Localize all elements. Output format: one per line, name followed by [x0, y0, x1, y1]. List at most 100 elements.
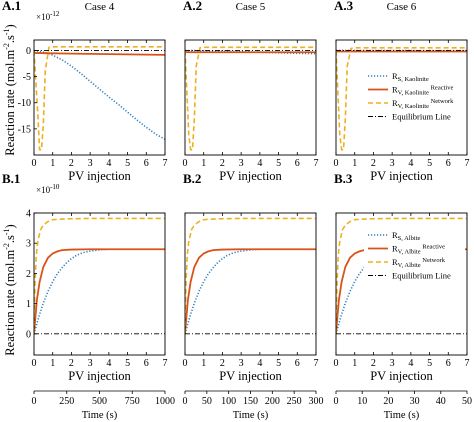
panel-B2: 0 1 2 3 4 5 6 7 PV injection B.2 0 50 100 150 200 250 30… — [183, 171, 324, 421]
x-tick-label: 4 — [408, 158, 413, 169]
legend-label-rs: RS, Albite — [392, 230, 421, 242]
panel-B3: 0 1 2 3 4 5 6 7 PV injection B.3 0 10 20 30 40 50 Time (… — [334, 171, 473, 421]
x-tick-label: 1 — [201, 158, 206, 169]
plot-frame — [335, 212, 468, 356]
time-tick-label: 0 — [334, 396, 339, 407]
panel-label: A.3 — [334, 0, 354, 13]
y-tick-label: 3 — [26, 239, 31, 250]
x-tick-label: 7 — [314, 158, 319, 169]
x-tick-label: 5 — [125, 158, 130, 169]
time-tick-label: 250 — [287, 396, 302, 407]
x-tick-label: 2 — [69, 158, 74, 169]
plot-frame — [184, 39, 317, 156]
panel-title: Case 4 — [85, 1, 115, 13]
x-tick-label: 5 — [427, 158, 432, 169]
plot-frame — [33, 212, 166, 356]
x-tick-label: 0 — [334, 358, 339, 369]
x-tick-label: 4 — [257, 358, 262, 369]
x-tick-label: 6 — [295, 158, 300, 169]
x-tick-label: 0 — [334, 158, 339, 169]
x-tick-label: 7 — [465, 158, 470, 169]
series-rs — [336, 248, 467, 335]
x-tick-label: 1 — [352, 158, 357, 169]
time-tick-label: 250 — [59, 396, 74, 407]
y-tick-label: 2 — [26, 269, 31, 280]
series-rv — [185, 49, 316, 54]
series-rs — [185, 248, 316, 335]
x-tick-label: 5 — [276, 158, 281, 169]
x-tick-label: 1 — [50, 358, 55, 369]
panel-A1: 0 1 2 3 4 5 6 7 0 -5 -10 -15 PV injection A.1 Case 4 ×1… — [2, 0, 168, 183]
series-rvn — [34, 45, 165, 151]
series-rvn — [185, 46, 316, 151]
legend-label-rv: RV, Kaolinite Reactive — [392, 85, 453, 97]
series-group — [34, 217, 165, 335]
x-tick-label: 3 — [239, 358, 244, 369]
x-tick-label: 2 — [371, 358, 376, 369]
series-rvn — [336, 217, 467, 334]
x-tick-label: 0 — [183, 158, 188, 169]
x-tick-label: 3 — [88, 358, 93, 369]
series-rv — [34, 50, 165, 56]
y-tick-label: 1 — [26, 299, 31, 310]
time-tick-label: 0 — [32, 396, 37, 407]
x-tick-label: 1 — [50, 158, 55, 169]
time-tick-label: 20 — [383, 396, 393, 407]
x-tick-label: 6 — [446, 358, 451, 369]
x-tick-label: 6 — [446, 158, 451, 169]
y-multiplier: ×10-10 — [36, 183, 60, 195]
time-tick-label: 500 — [92, 396, 107, 407]
time-axis-label: Time (s) — [82, 410, 118, 421]
time-tick-label: 10 — [357, 396, 367, 407]
y-tick-label: 0 — [26, 46, 31, 57]
series-group — [185, 46, 316, 151]
x-axis-label: PV injection — [219, 169, 282, 183]
time-tick-label: 50 — [462, 396, 472, 407]
x-tick-label: 4 — [106, 158, 111, 169]
series-rvn — [185, 217, 316, 334]
series-rvn — [34, 217, 165, 334]
x-axis-label: PV injection — [370, 369, 433, 383]
panel-A3: 0 1 2 3 4 5 6 7 PV injection A.3 Case 6 RS, Kaolini… — [334, 0, 470, 183]
x-tick-label: 5 — [427, 358, 432, 369]
x-tick-label: 7 — [163, 358, 168, 369]
x-tick-label: 0 — [32, 158, 37, 169]
time-tick-label: 750 — [125, 396, 140, 407]
panel-label: B.1 — [2, 171, 20, 186]
series-group — [336, 47, 467, 151]
x-tick-label: 5 — [276, 358, 281, 369]
legend-label-rvn: RV, Kaolinite Network — [392, 98, 454, 110]
time-tick-label: 100 — [221, 396, 236, 407]
x-tick-label: 3 — [88, 158, 93, 169]
x-tick-label: 2 — [69, 358, 74, 369]
x-tick-label: 0 — [183, 358, 188, 369]
y-tick-label: -5 — [23, 72, 31, 83]
legend-label-rs: RS, Kaolinite — [392, 71, 429, 83]
y-tick-label: 4 — [26, 209, 31, 220]
x-axis-label: PV injection — [219, 369, 282, 383]
x-tick-label: 3 — [239, 158, 244, 169]
plot-frame — [33, 39, 166, 156]
x-axis-label: PV injection — [68, 369, 131, 383]
y-tick-label: 0 — [26, 329, 31, 340]
x-axis-label: PV injection — [370, 169, 433, 183]
x-tick-label: 2 — [371, 158, 376, 169]
x-tick-label: 4 — [257, 158, 262, 169]
y-tick-label: -10 — [18, 98, 31, 109]
time-tick-label: 150 — [243, 396, 258, 407]
panel-title: Case 6 — [387, 1, 417, 13]
panel-A2: 0 1 2 3 4 5 6 7 PV injection A.2 Case 5 — [183, 0, 319, 183]
legend-label-rvn: RV, Albite Network — [392, 257, 446, 269]
x-tick-label: 2 — [220, 158, 225, 169]
time-tick-label: 300 — [309, 396, 324, 407]
panel-label: A.1 — [2, 0, 21, 13]
time-tick-label: 200 — [265, 396, 280, 407]
x-tick-label: 7 — [465, 358, 470, 369]
x-tick-label: 4 — [408, 358, 413, 369]
time-tick-label: 30 — [410, 396, 420, 407]
